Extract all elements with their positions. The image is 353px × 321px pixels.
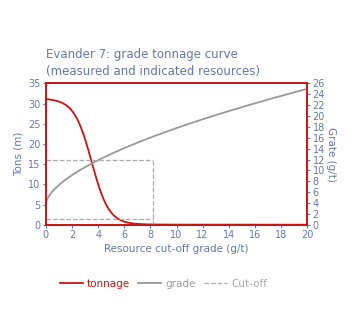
Legend: tonnage, grade, Cut-off: tonnage, grade, Cut-off xyxy=(55,275,271,293)
grade xyxy=(71,173,75,177)
tonnage xyxy=(71,110,75,114)
Text: Evander 7: grade tonnage curve
(measured and indicated resources): Evander 7: grade tonnage curve (measured… xyxy=(46,48,260,78)
tonnage xyxy=(149,222,154,226)
tonnage xyxy=(247,223,252,227)
grade xyxy=(159,132,163,135)
tonnage xyxy=(252,223,256,227)
grade xyxy=(223,110,227,114)
Y-axis label: Grate (g/t): Grate (g/t) xyxy=(326,127,336,181)
grade xyxy=(252,101,256,105)
tonnage xyxy=(305,223,309,227)
Line: tonnage: tonnage xyxy=(46,99,307,225)
grade xyxy=(149,135,154,139)
tonnage xyxy=(223,223,227,227)
Line: grade: grade xyxy=(46,89,307,204)
grade xyxy=(44,202,48,206)
grade xyxy=(247,103,252,107)
X-axis label: Resource cut-off grade (g/t): Resource cut-off grade (g/t) xyxy=(104,244,249,255)
grade xyxy=(305,87,309,91)
tonnage xyxy=(159,223,163,227)
Y-axis label: Tons (m): Tons (m) xyxy=(14,132,24,176)
tonnage xyxy=(44,97,48,101)
